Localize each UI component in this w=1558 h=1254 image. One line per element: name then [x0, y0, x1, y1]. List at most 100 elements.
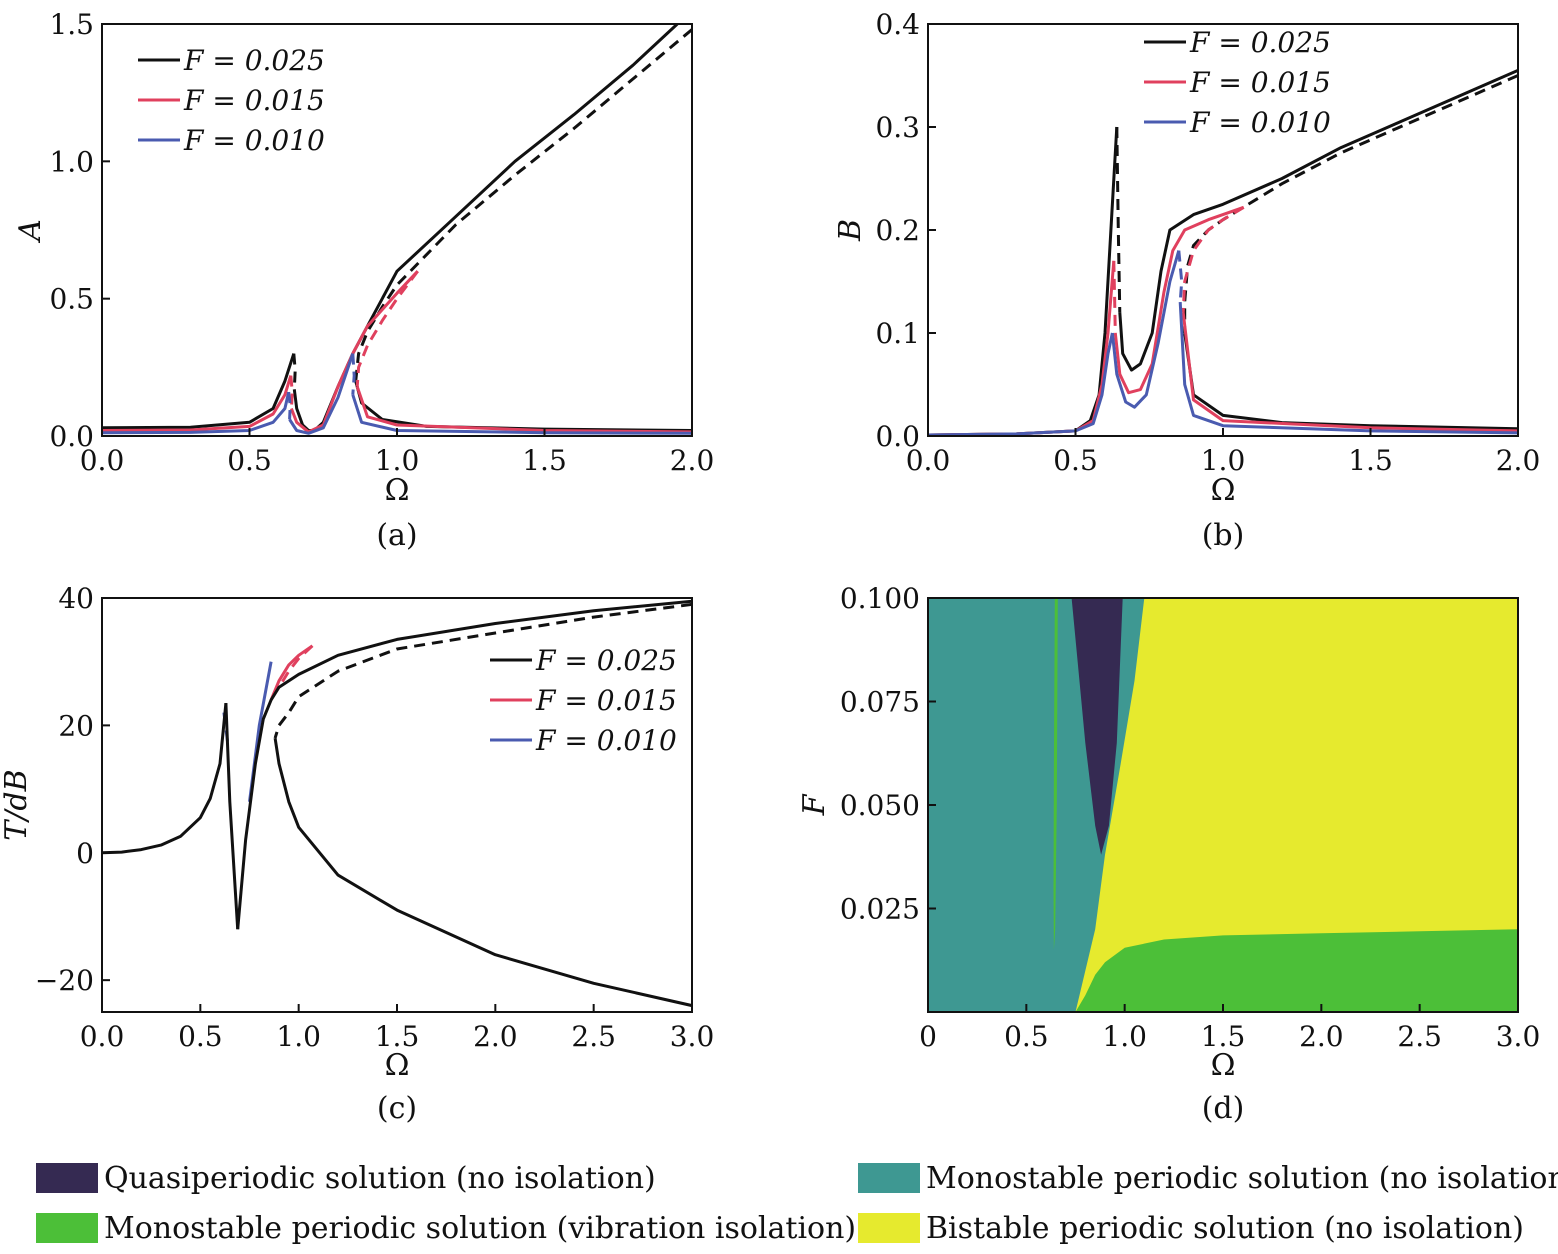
y-tick-label: 0.100 — [840, 582, 920, 615]
x-tick-label: 0.5 — [1004, 1020, 1049, 1053]
y-tick-label: 0.050 — [840, 789, 920, 822]
y-tick-label: −20 — [35, 964, 94, 997]
y-tick-label: 0.2 — [875, 214, 920, 247]
legend-swatch-bistable — [858, 1213, 920, 1243]
series-line-F-0-010-0 — [102, 391, 291, 435]
x-tick-label: 1.5 — [375, 1020, 420, 1053]
panel-b: 0.0 0.5 1.0 1.5 2.0 0.0 0.1 0.2 0.3 0.4 Ω B (b) F = 0… — [833, 8, 1540, 553]
panel-c: 0.0 0.5 1.0 1.5 2.0 2.5 3.0 −20 0 20 40 Ω T/dB (c) F =… — [0, 582, 714, 1126]
y-axis-title: F — [797, 793, 832, 816]
series-line-F-0-015-2 — [1113, 205, 1245, 395]
legend-label: F = 0.025 — [1189, 26, 1331, 59]
panel-d: 0 0.5 1.0 1.5 2.0 2.5 3.0 0.025 0.050 0.075 0.100 Ω… — [797, 582, 1540, 1126]
legend-label-monostable-no-isolation: Monostable periodic solution (no isolati… — [926, 1160, 1558, 1196]
series-line-F-0-010-3 — [351, 353, 356, 395]
legend-label: F = 0.025 — [535, 644, 677, 677]
x-tick-label: 1.5 — [1201, 1020, 1246, 1053]
x-tick-label: 2.0 — [670, 444, 715, 477]
x-tick-label: 0.5 — [227, 444, 272, 477]
series-line-F-0-025-0 — [928, 126, 1119, 436]
series-line-F-0-010-1 — [1110, 250, 1181, 409]
x-axis-title: Ω — [1211, 1048, 1236, 1083]
region-bistable-1 — [1075, 598, 1518, 1012]
y-tick-label: 0.4 — [875, 8, 920, 41]
series-line-F-0-015-0 — [928, 260, 1116, 436]
y-tick-label: 0.075 — [840, 686, 920, 719]
x-tick-label: 0.0 — [80, 1020, 125, 1053]
series-line-F-0-010-1 — [287, 391, 292, 420]
y-axis-title: B — [833, 219, 868, 242]
legend-label: F = 0.015 — [535, 684, 677, 717]
y-tick-label: 1.5 — [49, 8, 94, 41]
panel-caption: (a) — [376, 518, 417, 553]
x-tick-label: 0.5 — [178, 1020, 223, 1053]
series-line-F-0-025-4 — [354, 380, 692, 432]
bottom-legend: Quasiperiodic solution (no isolation) Mo… — [0, 1150, 1558, 1250]
x-tick-label: 1.5 — [1348, 444, 1393, 477]
series-line-F-0-015-4 — [355, 386, 692, 434]
legend-swatch-quasiperiodic — [36, 1163, 98, 1193]
series-line-F-0-015-2 — [289, 270, 419, 434]
x-axis-title: Ω — [1211, 473, 1236, 508]
y-tick-label: 0 — [76, 837, 94, 870]
series-line-F-0-015-1 — [1112, 260, 1117, 334]
x-tick-label: 3.0 — [670, 1020, 715, 1053]
series-line-F-0-010-3 — [1178, 302, 1518, 435]
x-tick-label: 0 — [919, 1020, 937, 1053]
x-tick-label: 2.5 — [571, 1020, 616, 1053]
legend-label-quasiperiodic: Quasiperiodic solution (no isolation) — [104, 1160, 656, 1196]
series-line-F-0-015-1 — [289, 375, 294, 409]
series-line-F-0-025-4 — [1183, 332, 1518, 431]
series-line-F-0-015-3 — [1181, 206, 1245, 313]
series-line-F-0-025-3 — [354, 28, 692, 382]
x-tick-label: 1.5 — [522, 444, 567, 477]
y-tick-label: 0.1 — [875, 317, 920, 350]
y-axis-title: A — [13, 219, 48, 244]
y-tick-label: 0.5 — [49, 283, 94, 316]
x-tick-label: 2.0 — [1496, 444, 1541, 477]
series-line-F-0-015-0 — [102, 375, 293, 432]
series-line-F-0-010-0 — [928, 332, 1114, 436]
y-tick-label: 40 — [58, 582, 94, 615]
series-line-F-0-015-0 — [269, 644, 314, 701]
legend-label-monostable-isolation: Monostable periodic solution (vibration … — [104, 1210, 857, 1246]
region-monostable-isolation-2 — [1075, 929, 1518, 1012]
legend-item-monostable-no-isolation: Monostable periodic solution (no isolati… — [858, 1158, 1558, 1198]
x-axis-title: Ω — [385, 1048, 410, 1083]
legend-item-quasiperiodic: Quasiperiodic solution (no isolation) — [36, 1158, 656, 1198]
y-tick-label: 0.0 — [875, 420, 920, 453]
series-line-F-0-010-2 — [1177, 250, 1184, 303]
legend-item-monostable-isolation: Monostable periodic solution (vibration … — [36, 1208, 856, 1248]
region-monostable-isolation-4 — [1053, 598, 1058, 950]
legend-label: F = 0.015 — [1189, 66, 1331, 99]
x-tick-label: 0.0 — [906, 444, 951, 477]
panel-caption: (b) — [1202, 518, 1245, 553]
x-tick-label: 1.0 — [1102, 1020, 1147, 1053]
legend-label: F = 0.015 — [183, 84, 325, 117]
series-line-F-0-025-2 — [292, 24, 679, 432]
x-tick-label: 0.5 — [1053, 444, 1098, 477]
x-tick-label: 2.0 — [473, 1020, 518, 1053]
y-axis-title: T/dB — [0, 769, 34, 840]
series-line-F-0-015-3 — [355, 270, 419, 387]
legend-label-bistable: Bistable periodic solution (no isolation… — [926, 1210, 1524, 1246]
x-tick-label: 1.0 — [375, 444, 420, 477]
legend-swatch-monostable-isolation — [36, 1213, 98, 1243]
series-line-F-0-025-2 — [236, 599, 692, 930]
y-tick-label: 0.0 — [49, 420, 94, 453]
panel-caption: (c) — [377, 1091, 417, 1126]
x-axis-title: Ω — [385, 473, 410, 508]
x-tick-label: 1.0 — [1201, 444, 1246, 477]
legend-label: F = 0.010 — [1189, 106, 1331, 139]
x-tick-label: 3.0 — [1496, 1020, 1541, 1053]
series-line-F-0-025-0 — [102, 702, 228, 855]
x-tick-label: 1.0 — [276, 1020, 321, 1053]
series-line-F-0-025-4 — [273, 737, 692, 1008]
series-line-F-0-025-1 — [292, 353, 297, 390]
series-line-F-0-025-1 — [1115, 126, 1122, 313]
panel-caption: (d) — [1202, 1091, 1245, 1126]
series-line-F-0-025-0 — [102, 353, 296, 430]
legend-label: F = 0.010 — [183, 124, 325, 157]
panel-a: 0.0 0.5 1.0 1.5 2.0 0.0 0.5 1.0 1.5 Ω A (a) F = 0.02… — [13, 8, 714, 553]
legend-item-bistable: Bistable periodic solution (no isolation… — [858, 1208, 1524, 1248]
